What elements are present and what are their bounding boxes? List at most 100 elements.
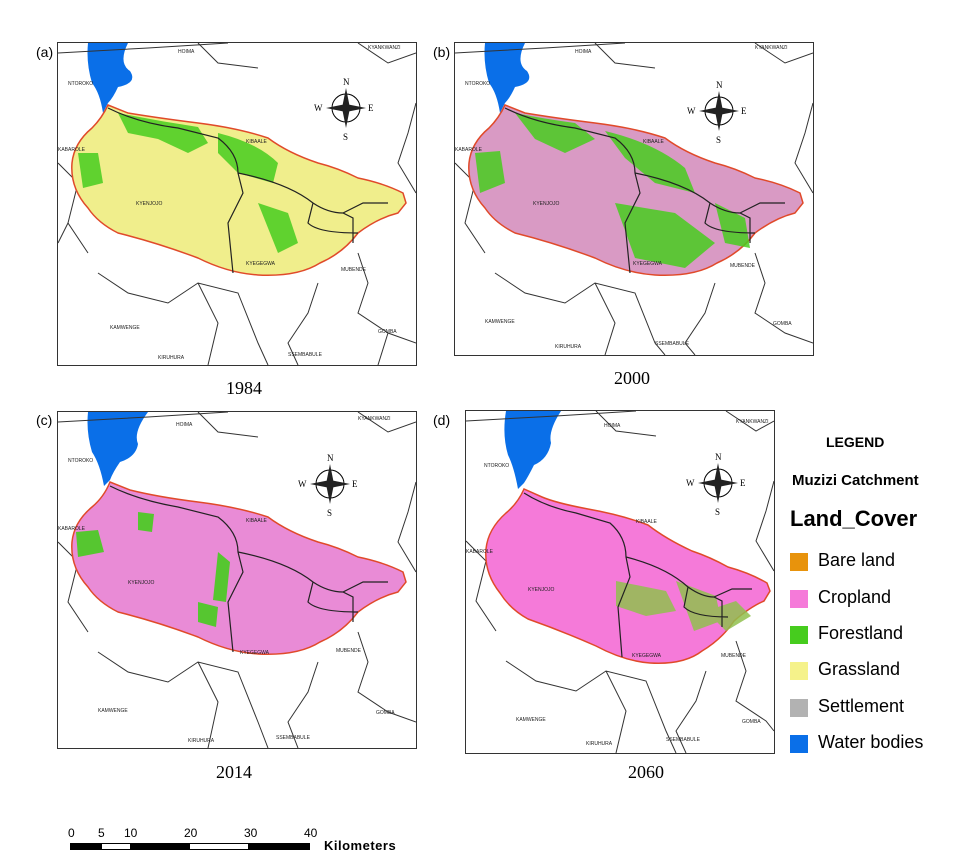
place-kamwenge: KAMWENGE	[485, 319, 515, 325]
map-1984: HOIMA NTOROKO KYANKWANZI KIBAALE KABAROL…	[57, 42, 417, 366]
panel-label-b: (b)	[433, 44, 451, 60]
place-kibaale: KIBAALE	[636, 519, 658, 525]
map-svg-2060: HOIMA NTOROKO KYANKWANZI KIBAALE KABAROL…	[466, 411, 774, 753]
legend-label: Water bodies	[818, 732, 924, 752]
svg-text:W: W	[687, 106, 696, 116]
map-2000: HOIMA NTOROKO KYANKWANZI KIBAALE KABAROL…	[454, 42, 814, 356]
place-hoima: HOIMA	[575, 49, 592, 55]
svg-text:N: N	[715, 452, 722, 462]
place-ssembabule: SSEMBABULE	[288, 352, 323, 358]
place-kyankwanzi: KYANKWANZI	[358, 416, 391, 422]
legend-label: Grassland	[818, 659, 901, 679]
forest-patches	[475, 113, 750, 268]
catchment	[468, 104, 804, 276]
place-kabarole: KABAROLE	[466, 549, 494, 555]
place-kyenjojo: KYENJOJO	[136, 201, 163, 207]
svg-text:N: N	[343, 77, 350, 87]
legend-title: LEGEND	[826, 434, 885, 450]
place-ntoroko: NTOROKO	[68, 81, 93, 87]
place-kyankwanzi: KYANKWANZI	[736, 419, 769, 425]
place-ssembabule: SSEMBABULE	[666, 737, 701, 743]
scale-tick-40: 40	[304, 826, 318, 840]
place-gomba: GOMBA	[773, 321, 792, 327]
svg-text:W: W	[686, 478, 695, 488]
scale-segment	[248, 843, 310, 850]
year-caption-c: 2014	[216, 762, 252, 782]
map-svg-2014: HOIMA NTOROKO KYANKWANZI KIBAALE KABAROL…	[58, 412, 416, 748]
scale-segment	[130, 843, 190, 850]
panel-label-d: (d)	[433, 412, 451, 428]
place-kibaale: KIBAALE	[643, 139, 665, 145]
district-lines	[58, 43, 416, 365]
place-kiruhura: KIRUHURA	[188, 738, 215, 744]
svg-text:E: E	[741, 106, 747, 116]
district-lines	[455, 43, 813, 355]
scale-segment	[189, 843, 249, 850]
svg-text:E: E	[352, 479, 358, 489]
place-mubende: MUBENDE	[341, 267, 367, 273]
place-kyegegwa: KYEGEGWA	[633, 261, 663, 267]
svg-text:S: S	[327, 508, 332, 518]
place-hoima: HOIMA	[604, 423, 621, 429]
place-ntoroko: NTOROKO	[68, 458, 93, 464]
place-kabarole: KABAROLE	[58, 147, 86, 153]
roads	[504, 107, 785, 274]
scale-segment	[70, 843, 102, 850]
forest-patches	[76, 512, 230, 627]
svg-text:N: N	[327, 453, 334, 463]
map-svg-2000: HOIMA NTOROKO KYANKWANZI KIBAALE KABAROL…	[455, 43, 813, 355]
catchment	[485, 488, 771, 664]
compass-rose-icon: N S E W	[314, 77, 374, 142]
place-kyenjojo: KYENJOJO	[533, 201, 560, 207]
district-lines	[58, 412, 416, 748]
catchment	[71, 104, 407, 276]
map-svg-1984: HOIMA NTOROKO KYANKWANZI KIBAALE KABAROL…	[58, 43, 416, 365]
panel-label-c: (c)	[36, 412, 53, 428]
scale-tick-10: 10	[124, 826, 138, 840]
lake-albert	[87, 412, 148, 486]
swatch-bare-land	[790, 553, 808, 571]
place-gomba: GOMBA	[376, 710, 395, 716]
roads	[109, 485, 388, 653]
place-mubende: MUBENDE	[721, 653, 747, 659]
map-2060: HOIMA NTOROKO KYANKWANZI KIBAALE KABAROL…	[465, 410, 775, 754]
place-gomba: GOMBA	[742, 719, 761, 725]
place-ntoroko: NTOROKO	[465, 81, 490, 87]
place-kamwenge: KAMWENGE	[516, 717, 546, 723]
place-hoima: HOIMA	[178, 49, 195, 55]
place-kyegegwa: KYEGEGWA	[632, 653, 662, 659]
legend-label: Bare land	[818, 550, 896, 570]
year-caption-a: 1984	[226, 378, 262, 398]
roads	[523, 492, 752, 658]
swatch-cropland	[790, 590, 808, 608]
forest-patches	[78, 113, 298, 253]
svg-text:W: W	[298, 479, 307, 489]
place-kibaale: KIBAALE	[246, 139, 268, 145]
place-kyegegwa: KYEGEGWA	[240, 650, 270, 656]
swatch-water-bodies	[790, 735, 808, 753]
legend-label: Cropland	[818, 587, 892, 607]
place-kamwenge: KAMWENGE	[98, 708, 128, 714]
place-kyegegwa: KYEGEGWA	[246, 261, 276, 267]
swatch-settlement	[790, 699, 808, 717]
place-kabarole: KABAROLE	[455, 147, 483, 153]
scale-tick-5: 5	[98, 826, 105, 840]
svg-text:W: W	[314, 103, 323, 113]
lake-albert	[484, 43, 530, 113]
place-kiruhura: KIRUHURA	[586, 741, 613, 747]
place-kiruhura: KIRUHURA	[555, 344, 582, 350]
svg-text:S: S	[715, 507, 720, 517]
scale-unit: Kilometers	[324, 838, 397, 853]
legend-heading: Land_Cover	[790, 506, 918, 531]
swatch-forestland	[790, 626, 808, 644]
place-kyankwanzi: KYANKWANZI	[368, 45, 401, 51]
scale-tick-0: 0	[68, 826, 75, 840]
scale-tick-20: 20	[184, 826, 198, 840]
year-caption-b: 2000	[614, 368, 650, 388]
compass-rose-icon: N S E W	[298, 453, 358, 518]
panel-label-a: (a)	[36, 44, 54, 60]
lake-albert	[504, 411, 561, 489]
place-ntoroko: NTOROKO	[484, 463, 509, 469]
svg-text:N: N	[716, 80, 723, 90]
forest-patches	[616, 581, 751, 631]
